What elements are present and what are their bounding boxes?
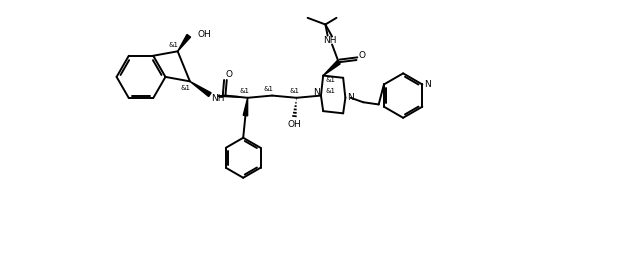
Text: &1: &1 [263,86,273,92]
Text: NH: NH [323,36,337,45]
Text: &1: &1 [168,42,179,48]
Text: OH: OH [197,30,211,39]
Polygon shape [323,61,340,76]
Text: &1: &1 [325,88,335,94]
Text: &1: &1 [180,85,191,91]
Text: N: N [313,88,320,97]
Text: &1: &1 [289,88,299,94]
Text: O: O [225,70,232,79]
Text: OH: OH [287,120,301,129]
Text: O: O [358,51,365,60]
Text: N: N [347,93,353,102]
Polygon shape [243,98,248,116]
Text: &1: &1 [239,88,249,94]
Text: N: N [425,80,431,89]
Text: &1: &1 [325,77,335,83]
Polygon shape [190,81,211,97]
Polygon shape [178,35,191,51]
Text: NH: NH [211,94,225,103]
